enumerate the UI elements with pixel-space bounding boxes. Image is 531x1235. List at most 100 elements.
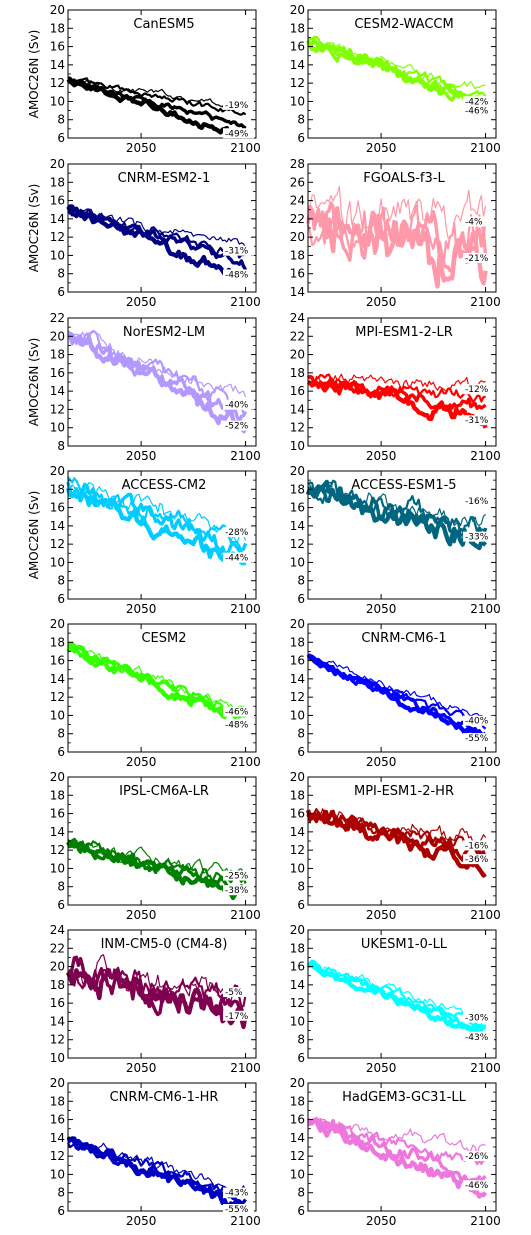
x-tick-label: 2050 xyxy=(126,449,157,463)
pct-label-bg xyxy=(223,1010,254,1021)
y-tick-label: 8 xyxy=(57,574,65,588)
panel-title: UKESM1-0-LL xyxy=(361,937,448,952)
y-tick-label: 18 xyxy=(50,175,65,189)
y-tick-label: 28 xyxy=(290,157,305,171)
panel-3: 14 16 18 20 22 24 26 28 2050 2100 FGOALS-f3-L -4% -2… xyxy=(290,157,501,309)
series-line xyxy=(307,655,486,719)
pct-label: -43% xyxy=(465,1033,489,1043)
x-tick-label: 2050 xyxy=(366,141,397,155)
y-tick-label: 20 xyxy=(290,230,305,244)
panel-title: CNRM-CM6-1-HR xyxy=(110,1090,219,1105)
y-tick-label: 10 xyxy=(290,1167,305,1181)
y-tick-label: 12 xyxy=(50,230,65,244)
panel-title: CanESM5 xyxy=(133,17,194,32)
y-tick-label: 14 xyxy=(50,519,65,533)
y-tick-label: 12 xyxy=(50,76,65,90)
x-tick-label: 2050 xyxy=(126,602,157,616)
panel-title: ACCESS-CM2 xyxy=(122,478,207,493)
pct-label-bg xyxy=(223,706,254,717)
pct-label-bg xyxy=(223,527,254,538)
panel-9: 6 8 10 12 14 16 18 20 2050 2100 CNRM-CM6-1 -40% -55% xyxy=(290,617,501,769)
x-tick-label: 2100 xyxy=(230,449,261,463)
x-tick-label: 2100 xyxy=(470,449,501,463)
pct-label-bg xyxy=(463,105,494,116)
y-tick-label: 8 xyxy=(297,1186,305,1200)
series-line xyxy=(307,37,486,90)
y-tick-label: 18 xyxy=(50,788,65,802)
pct-label: -46% xyxy=(465,106,489,116)
panel-title: NorESM2-LM xyxy=(123,325,205,340)
y-tick-label: 12 xyxy=(50,537,65,551)
panel-11: 6 8 10 12 14 16 18 20 2050 2100 MPI-ESM1-2-HR -16% -… xyxy=(290,770,501,922)
y-tick-label: 16 xyxy=(50,1113,65,1127)
series-line xyxy=(67,76,247,130)
y-tick-label: 10 xyxy=(50,708,65,722)
panel-title: CNRM-CM6-1 xyxy=(361,631,446,646)
panel-title: MPI-ESM1-2-HR xyxy=(354,784,454,799)
y-tick-label: 10 xyxy=(50,861,65,875)
x-tick-label: 2050 xyxy=(366,449,397,463)
x-tick-label: 2100 xyxy=(470,755,501,769)
series-line xyxy=(67,840,247,884)
y-tick-label: 18 xyxy=(290,482,305,496)
y-tick-label: 16 xyxy=(50,654,65,668)
y-tick-label: 10 xyxy=(50,1167,65,1181)
y-tick-label: 10 xyxy=(50,94,65,108)
y-tick-label: 8 xyxy=(297,113,305,127)
y-tick-label: 12 xyxy=(50,1033,65,1047)
pct-label-bg xyxy=(463,1012,494,1023)
y-tick-label: 16 xyxy=(290,267,305,281)
pct-label: -26% xyxy=(465,1152,489,1162)
y-tick-label: 16 xyxy=(290,960,305,974)
pct-label: -21% xyxy=(465,254,489,264)
y-tick-label: 10 xyxy=(50,1051,65,1065)
pct-label: -17% xyxy=(225,1012,249,1022)
y-tick-label: 18 xyxy=(50,482,65,496)
y-tick-label: 6 xyxy=(57,285,65,299)
pct-label-bg xyxy=(463,96,494,107)
panel-10: 6 8 10 12 14 16 18 20 2050 2100 IPSL-CM6A-LR -25% -3… xyxy=(50,770,261,922)
x-tick-label: 2100 xyxy=(230,295,261,309)
y-tick-label: 6 xyxy=(57,745,65,759)
y-axis-label: AMOC26N (Sv) xyxy=(27,30,41,119)
pct-label: -30% xyxy=(465,1014,489,1024)
series-line xyxy=(307,377,488,429)
y-tick-label: 18 xyxy=(50,978,65,992)
pct-label: -28% xyxy=(225,528,249,538)
pct-label: -4% xyxy=(465,217,483,227)
series-line xyxy=(66,204,248,280)
panel-7: 6 8 10 12 14 16 18 20 2050 2100 ACCESS-ESM1-5 -16% -… xyxy=(290,464,501,616)
y-tick-label: 12 xyxy=(290,421,305,435)
pct-label: -55% xyxy=(225,1205,249,1215)
y-tick-label: 16 xyxy=(50,996,65,1010)
y-tick-label: 26 xyxy=(290,175,305,189)
series-line xyxy=(66,840,248,901)
pct-label-bg xyxy=(223,1187,254,1198)
y-tick-label: 20 xyxy=(50,960,65,974)
x-tick-label: 2050 xyxy=(126,755,157,769)
x-tick-label: 2100 xyxy=(230,755,261,769)
pct-label: -46% xyxy=(225,708,249,718)
pct-label-bg xyxy=(463,415,494,426)
pct-label-bg xyxy=(223,245,254,256)
y-tick-label: 16 xyxy=(290,384,305,398)
y-tick-label: 6 xyxy=(297,1051,305,1065)
panel-1: 6 8 10 12 14 16 18 20 2050 2100 CESM2-WACCM -42%-46… xyxy=(290,3,501,155)
y-tick-label: 8 xyxy=(297,574,305,588)
series-line xyxy=(67,479,247,544)
panel-5: 10 12 14 16 18 20 22 24 2050 2100 MPI-ESM1-2-LR -12… xyxy=(290,311,501,463)
x-tick-label: 2050 xyxy=(366,908,397,922)
y-tick-label: 10 xyxy=(290,708,305,722)
pct-label-bg xyxy=(223,99,254,110)
x-tick-label: 2100 xyxy=(230,602,261,616)
y-axis-label: AMOC26N (Sv) xyxy=(27,184,41,273)
x-tick-label: 2050 xyxy=(126,1061,157,1075)
series-line xyxy=(67,476,247,553)
pct-label-bg xyxy=(463,253,494,263)
pct-label: -12% xyxy=(465,385,489,395)
pct-label: -31% xyxy=(225,247,249,257)
y-tick-label: 12 xyxy=(290,690,305,704)
x-tick-label: 2100 xyxy=(230,1214,261,1228)
pct-label: -48% xyxy=(225,270,249,280)
pct-label: -19% xyxy=(225,101,249,111)
